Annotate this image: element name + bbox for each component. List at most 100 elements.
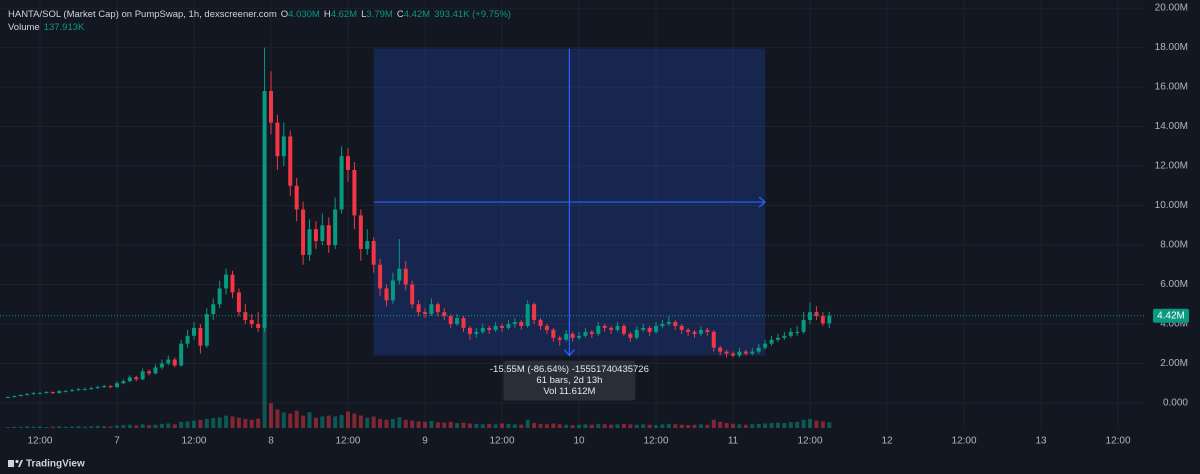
candle-body — [435, 304, 440, 313]
x-tick-label: 8 — [268, 436, 274, 447]
candle-body — [397, 268, 402, 281]
candle-body — [102, 386, 107, 388]
candle-body — [153, 367, 158, 374]
volume-bar — [121, 425, 126, 428]
axis: 0.000 2.00M 4.00M 6.00M 8.00M 10.00M 12.00M 14.… — [27, 3, 1189, 447]
candle-body — [679, 325, 684, 330]
grid — [0, 0, 1145, 430]
measure-change: -15.55M (-86.64%) -15551740435726 — [490, 364, 649, 375]
candle-body — [333, 209, 338, 246]
volume-bar — [147, 425, 152, 428]
y-tick-label: 20.00M — [1155, 3, 1188, 14]
volume-bar — [641, 424, 646, 428]
candle-body — [731, 353, 736, 356]
candle-body — [480, 327, 485, 332]
volume-bar — [352, 413, 357, 428]
candle-body — [711, 331, 716, 348]
volume-bar — [782, 423, 787, 428]
candle-body — [666, 322, 671, 324]
candle-body — [525, 304, 530, 326]
candle-body — [140, 371, 145, 380]
volume-bar — [442, 422, 447, 428]
candle-body — [37, 393, 42, 395]
volume-bar — [666, 423, 671, 428]
candle-body — [756, 347, 761, 352]
volume-bar — [480, 424, 485, 428]
volume-bar — [102, 426, 107, 428]
candle-body — [698, 329, 703, 334]
candle-body — [236, 292, 241, 313]
candle-body — [750, 351, 755, 354]
candle-body — [256, 323, 261, 328]
candle-body — [564, 333, 569, 340]
volume-bar — [326, 415, 331, 428]
candle-body — [326, 225, 331, 246]
volume-bar — [294, 410, 299, 428]
x-tick-label: 11 — [728, 436, 739, 447]
chart-header: HANTA/SOL (Market Cap) on PumpSwap, 1h, … — [8, 9, 511, 20]
candle-body — [442, 312, 447, 317]
candle-body — [70, 390, 75, 392]
y-tick-label: 16.00M — [1155, 82, 1188, 93]
candle-body — [179, 343, 184, 366]
candle-body — [634, 329, 639, 338]
candle-body — [788, 331, 793, 336]
candle-body — [50, 392, 55, 394]
volume-bar — [416, 421, 421, 428]
candle-body — [313, 229, 318, 242]
candle-body — [378, 264, 383, 289]
volume-bar — [808, 418, 813, 428]
legend-key: C — [397, 9, 404, 20]
candle-body — [416, 304, 421, 313]
volume-bar — [795, 421, 800, 428]
volume-bar — [236, 417, 241, 428]
volume-bar — [634, 424, 639, 428]
volume-bar — [224, 415, 229, 428]
volume-bar — [500, 423, 505, 428]
measure-arrowhead — [758, 196, 767, 208]
candle-body — [795, 331, 800, 333]
candle-body — [191, 327, 196, 336]
volume-bar — [378, 418, 383, 428]
candle-body — [538, 320, 543, 326]
candle-body — [763, 343, 768, 348]
candle-body — [410, 284, 415, 305]
x-tick-label: 7 — [114, 436, 120, 447]
volume-bar — [538, 423, 543, 428]
legend-key: O — [281, 9, 288, 20]
volume-bar — [705, 424, 710, 428]
volume-bar — [204, 418, 209, 428]
volume-bar — [345, 411, 350, 428]
brand-logo: TradingView — [8, 459, 85, 470]
volume-bar — [743, 424, 748, 428]
volume-bar — [140, 424, 145, 428]
candle-body — [589, 331, 594, 334]
x-tick-label: 12:00 — [1106, 436, 1131, 447]
volume-bar — [519, 424, 524, 428]
candle-body — [352, 169, 357, 216]
volume-legend: Volume 137.913K — [8, 22, 85, 33]
volume-bar — [628, 424, 633, 428]
volume-bar — [615, 424, 620, 428]
candle-body — [628, 333, 633, 338]
candle-body — [307, 229, 312, 255]
candle-body — [262, 91, 267, 328]
volume-bar — [429, 420, 434, 428]
candle-body — [358, 215, 363, 249]
candle-body — [25, 394, 30, 396]
candle-body — [63, 391, 68, 393]
volume-bar — [814, 420, 819, 428]
candle-body — [230, 274, 235, 293]
volume-bar — [654, 425, 659, 428]
volume-bar — [313, 417, 318, 428]
volume-bar — [467, 423, 472, 428]
y-tick-label: 18.00M — [1155, 42, 1188, 53]
volume-bar — [191, 420, 196, 428]
volume-value: 137.913K — [44, 22, 85, 33]
candle-body — [647, 327, 652, 332]
candle-body — [512, 322, 517, 324]
volume-bar — [31, 426, 36, 428]
candle-body — [461, 318, 466, 328]
volume-bar — [763, 423, 768, 428]
